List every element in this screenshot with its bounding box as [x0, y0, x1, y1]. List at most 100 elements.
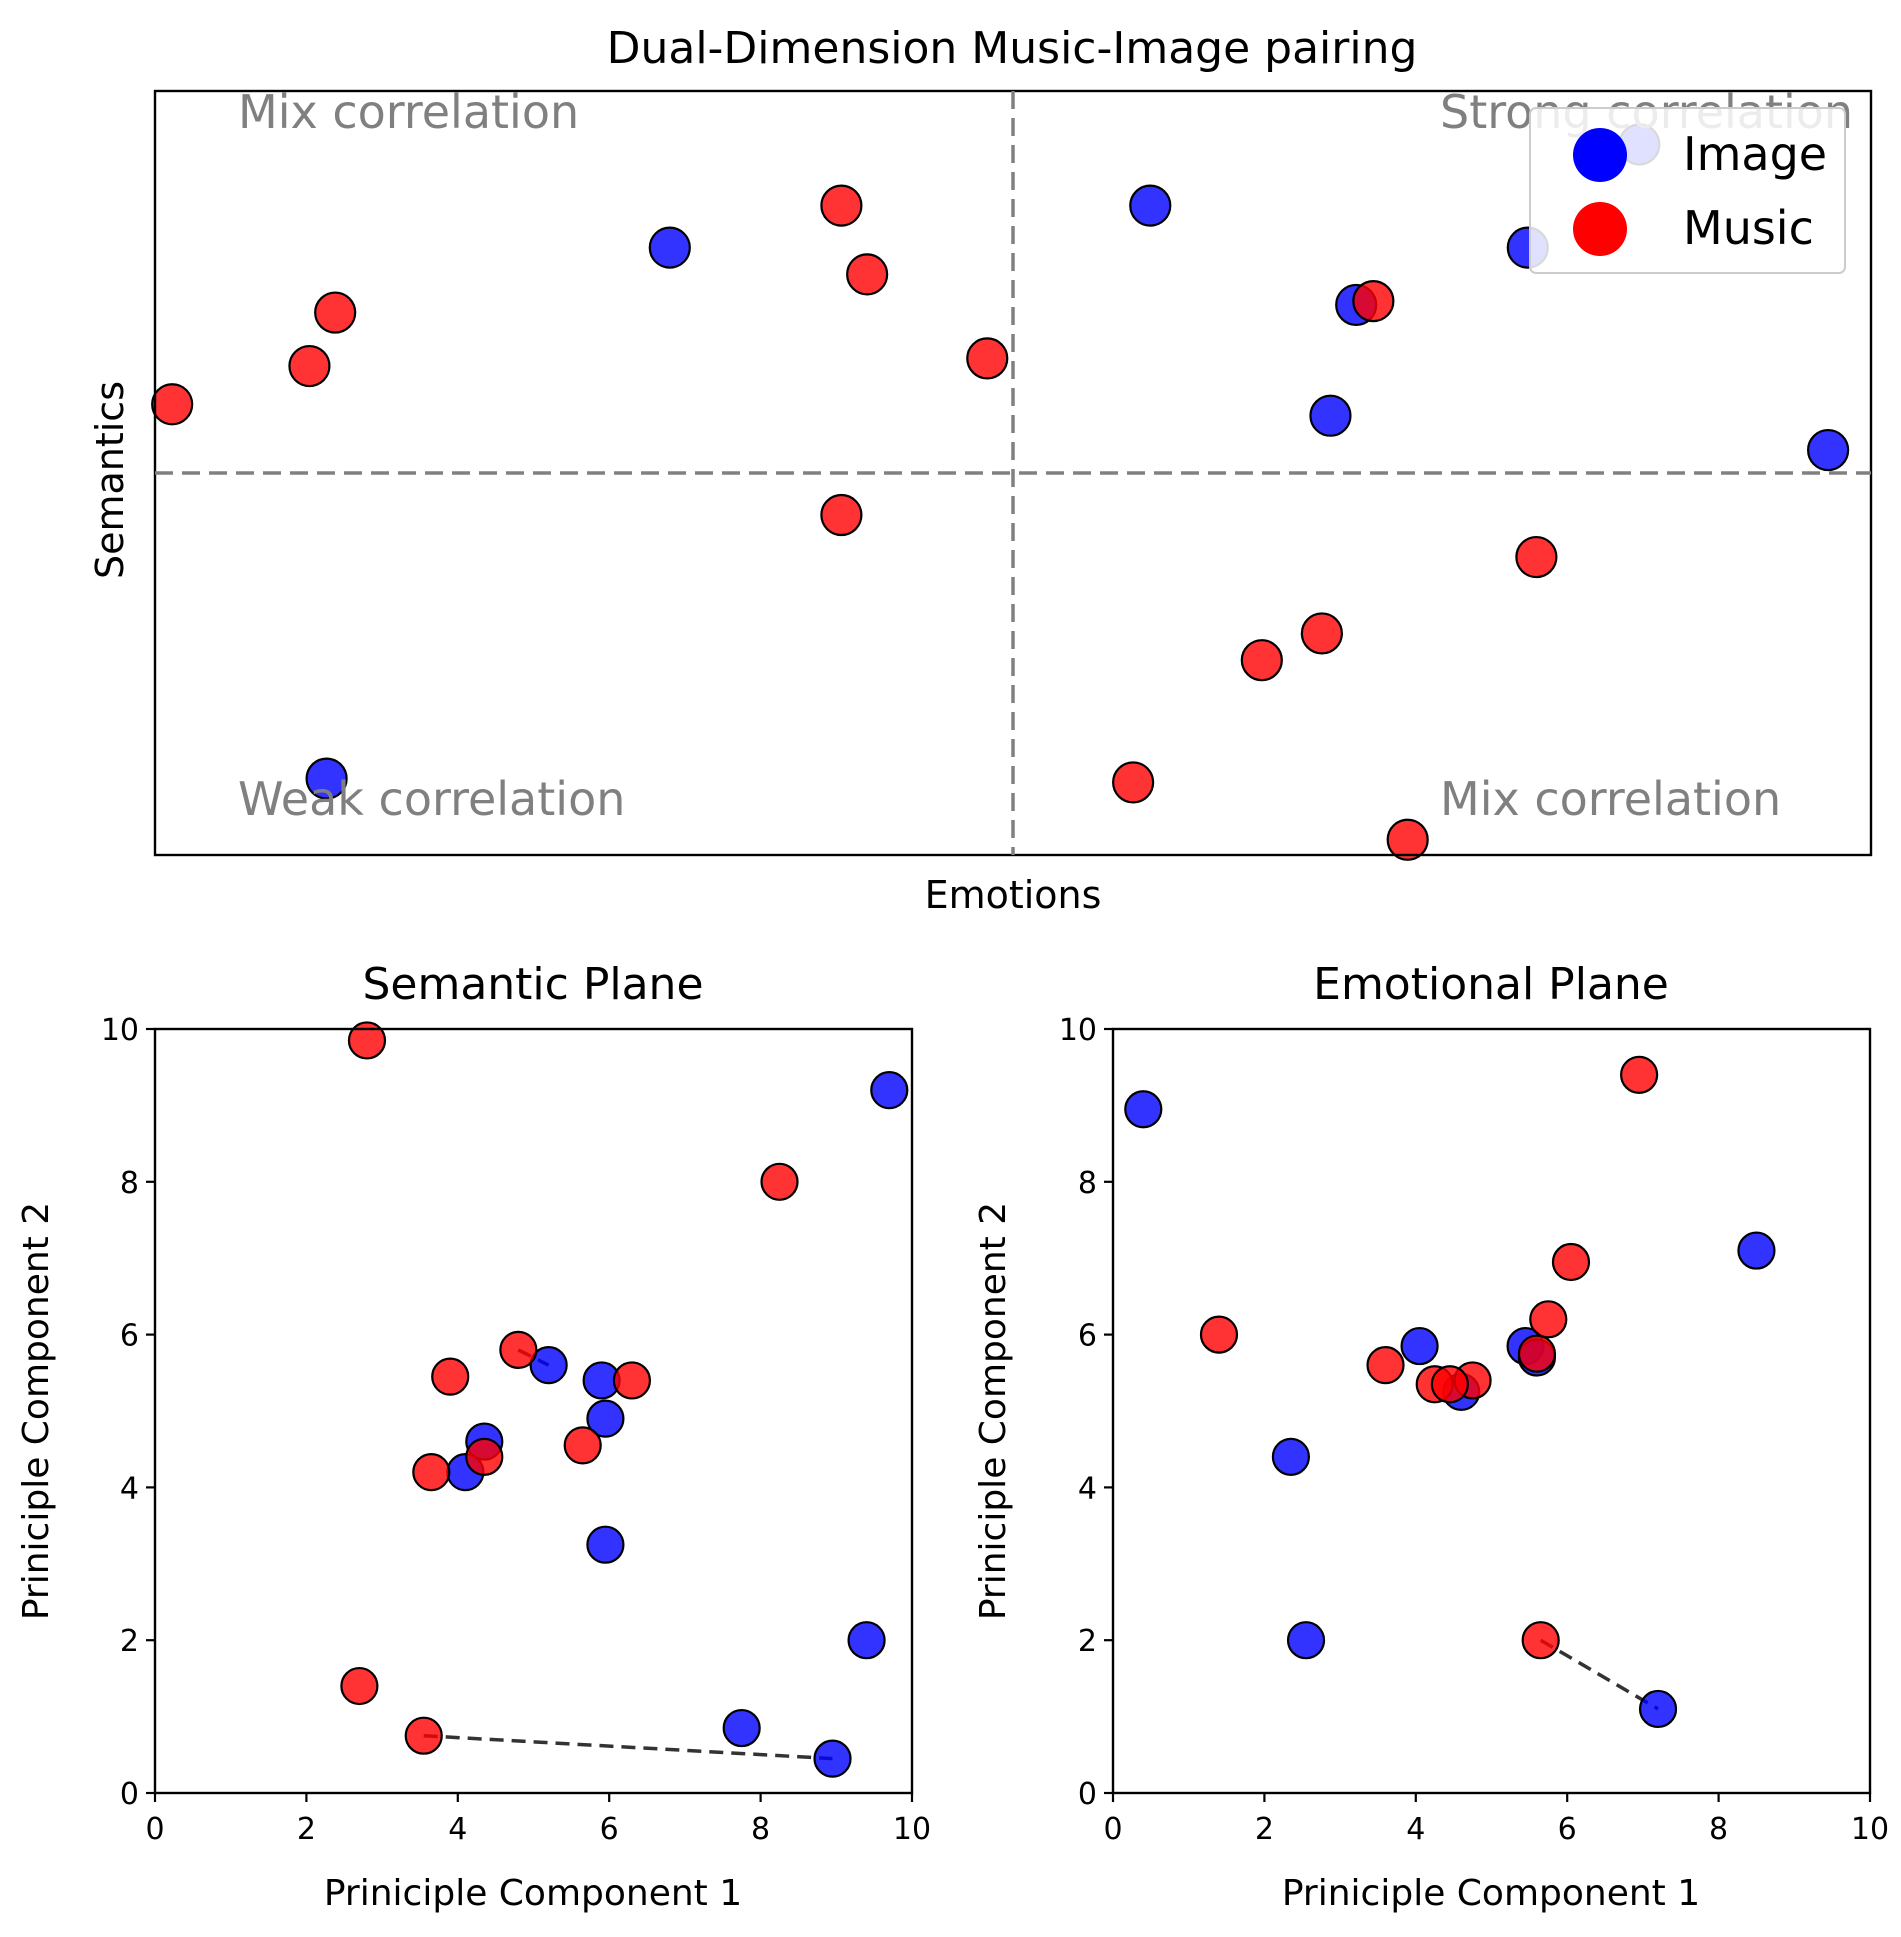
- semantic-music-point: [760, 1162, 799, 1201]
- emotional-y-tick-label: 0: [1078, 1777, 1097, 1812]
- semantic-image-point: [870, 1071, 909, 1110]
- main-music-point: [288, 344, 331, 388]
- semantic-image-point: [586, 1525, 625, 1564]
- semantic-music-point: [612, 1361, 652, 1400]
- semantic-y-tick-label: 8: [120, 1166, 139, 1201]
- main-y-axis-label: Semantics: [88, 381, 132, 579]
- semantic-music-point: [340, 1666, 379, 1706]
- legend: Image Music: [1529, 107, 1846, 274]
- emotional-y-tick-label: 8: [1078, 1166, 1097, 1201]
- emotional-music-point: [1551, 1242, 1591, 1282]
- semantic-image-point: [586, 1399, 625, 1438]
- main-image-point: [648, 226, 691, 269]
- semantic-music-point: [431, 1357, 470, 1396]
- main-music-point: [820, 493, 863, 537]
- main-image-point: [305, 757, 348, 800]
- main-music-point: [1352, 280, 1395, 323]
- emotional-plane-title: Emotional Plane: [1313, 959, 1669, 1010]
- semantic-music-point: [347, 1021, 387, 1060]
- semantic-y-tick-label: 6: [120, 1319, 139, 1354]
- main-image-point: [1129, 184, 1172, 227]
- emotional-pair-line: [1539, 1638, 1659, 1711]
- emotional-image-point: [1737, 1231, 1776, 1270]
- emotional-image-point: [1271, 1437, 1310, 1476]
- main-music-point: [820, 184, 863, 227]
- emotional-x-tick-label: 10: [1851, 1812, 1889, 1847]
- emotional-image-point: [1124, 1090, 1163, 1129]
- legend-label-image: Image: [1683, 127, 1827, 181]
- emotional-music-point: [1517, 1334, 1557, 1373]
- main-chart: Dual-Dimension Music-Image pairing Mix c…: [88, 23, 1873, 917]
- semantic-x-tick-label: 4: [448, 1812, 467, 1847]
- semantic-y-tick-label: 2: [120, 1624, 139, 1659]
- main-x-axis-label: Emotions: [925, 873, 1102, 917]
- semantic-image-point: [813, 1739, 852, 1778]
- emotional-plane-chart: Emotional Plane 0 2 4 6 8 10 0 2 4 6 8 10 Prinicipl…: [973, 959, 1889, 1914]
- semantic-image-point: [529, 1346, 568, 1385]
- semantic-x-tick-label: 6: [600, 1812, 619, 1847]
- emotional-music-point: [1430, 1365, 1469, 1404]
- main-chart-title: Dual-Dimension Music-Image pairing: [607, 23, 1418, 74]
- emotional-x-tick-label: 6: [1558, 1812, 1577, 1847]
- semantic-pair-line: [423, 1733, 833, 1761]
- quadrant-label-top-left: Mix correlation: [238, 85, 579, 139]
- emotional-plane-x-label: Priniciple Component 1: [1282, 1873, 1700, 1914]
- semantic-y-tick-label: 0: [120, 1777, 139, 1812]
- main-music-point: [966, 337, 1009, 380]
- quadrant-label-bottom-left: Weak correlation: [238, 772, 625, 826]
- main-music-point: [846, 253, 889, 296]
- emotional-music-point: [1366, 1346, 1405, 1385]
- emotional-x-tick-label: 0: [1103, 1812, 1122, 1847]
- emotional-image-point: [1400, 1326, 1439, 1366]
- emotional-image-point: [1638, 1689, 1678, 1729]
- emotional-plane-points: [1124, 1055, 1776, 1729]
- semantic-plane-frame: [153, 1027, 914, 1795]
- main-music-point: [1240, 639, 1283, 682]
- semantic-x-tick-label: 8: [751, 1812, 770, 1847]
- semantic-plane-points: [340, 1021, 909, 1778]
- semantic-music-point: [412, 1453, 451, 1492]
- semantic-plane-title: Semantic Plane: [362, 959, 703, 1010]
- semantic-music-point: [499, 1330, 538, 1369]
- emotional-x-tick-label: 4: [1406, 1812, 1425, 1847]
- main-image-point: [1806, 428, 1850, 472]
- emotional-plane-y-label: Priniciple Component 2: [973, 1202, 1014, 1620]
- emotional-music-point: [1529, 1300, 1568, 1339]
- emotional-music-point: [1620, 1055, 1659, 1094]
- emotional-y-tick-label: 6: [1078, 1319, 1097, 1354]
- main-music-point: [314, 291, 357, 334]
- emotional-y-tick-label: 2: [1078, 1624, 1097, 1659]
- semantic-plane-y-label: Priniciple Component 2: [16, 1202, 57, 1620]
- main-music-point: [1386, 818, 1429, 861]
- semantic-music-point: [563, 1426, 602, 1465]
- emotional-music-point: [1521, 1621, 1560, 1660]
- emotional-image-point: [1286, 1621, 1326, 1660]
- emotional-plane-frame: [1111, 1027, 1872, 1795]
- legend-marker-image: [1573, 128, 1627, 182]
- semantic-y-tick-label: 10: [101, 1013, 139, 1048]
- legend-label-music: Music: [1683, 201, 1814, 255]
- emotional-y-tick-label: 10: [1059, 1013, 1097, 1048]
- emotional-plane-ticks: 0 2 4 6 8 10 0 2 4 6 8 10: [1059, 1013, 1889, 1847]
- semantic-image-point: [847, 1621, 886, 1660]
- emotional-music-point: [1199, 1315, 1239, 1354]
- main-music-point: [151, 383, 194, 426]
- semantic-plane-ticks: 0 2 4 6 8 10 0 2 4 6 8 10: [101, 1013, 931, 1847]
- legend-marker-music: [1573, 202, 1627, 256]
- semantic-plane-chart: Semantic Plane 0 2 4 6 8 10 0 2 4 6 8 10 Priniciple…: [16, 959, 931, 1914]
- emotional-x-tick-label: 8: [1709, 1812, 1728, 1847]
- main-image-point: [1309, 394, 1352, 437]
- quadrant-label-bottom-right: Mix correlation: [1440, 772, 1781, 826]
- semantic-music-point: [404, 1716, 443, 1755]
- semantic-y-tick-label: 4: [120, 1471, 139, 1506]
- main-music-point: [1112, 761, 1155, 804]
- semantic-x-tick-label: 2: [297, 1812, 316, 1847]
- semantic-image-point: [722, 1708, 761, 1748]
- main-music-point: [1300, 612, 1343, 655]
- emotional-y-tick-label: 4: [1078, 1471, 1097, 1506]
- main-music-point: [1515, 535, 1558, 579]
- semantic-x-tick-label: 10: [893, 1812, 931, 1847]
- semantic-x-tick-label: 0: [145, 1812, 164, 1847]
- emotional-x-tick-label: 2: [1255, 1812, 1274, 1847]
